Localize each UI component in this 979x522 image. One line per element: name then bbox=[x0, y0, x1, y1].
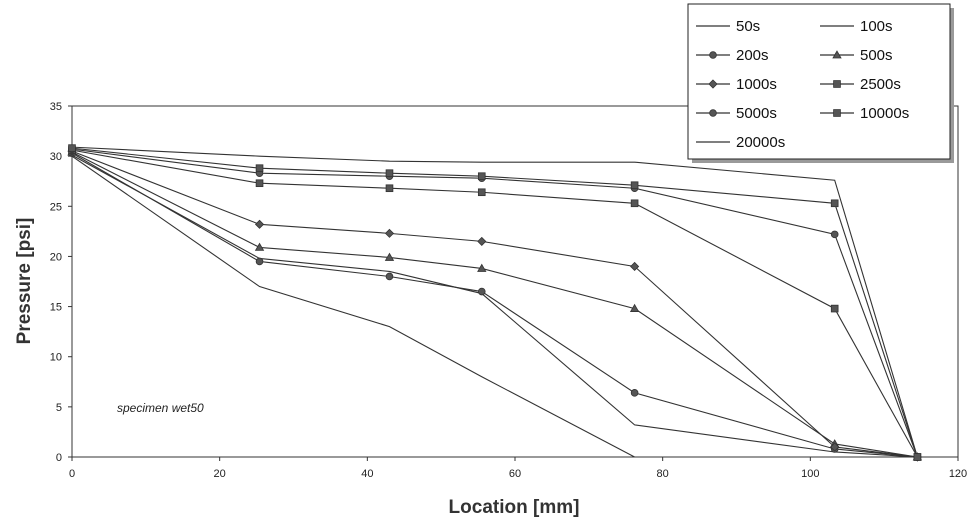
y-axis-title: Pressure [psi] bbox=[14, 218, 35, 345]
legend-label-100s: 100s bbox=[860, 18, 893, 35]
data-point-200s bbox=[385, 272, 394, 281]
y-tick-label: 15 bbox=[50, 302, 62, 314]
data-point-2500s bbox=[630, 199, 639, 208]
x-tick-label: 20 bbox=[214, 468, 226, 480]
legend-box bbox=[687, 3, 951, 160]
data-point-1000s bbox=[384, 228, 395, 238]
data-point-500s bbox=[254, 242, 265, 251]
data-point-10000s bbox=[68, 144, 76, 152]
legend-marker-5000s bbox=[709, 109, 717, 117]
legend-marker-1000s bbox=[708, 79, 718, 89]
legend-label-500s: 500s bbox=[860, 47, 893, 64]
legend-marker-500s bbox=[832, 50, 842, 59]
y-tick-label: 10 bbox=[50, 352, 62, 364]
data-point-10000s bbox=[255, 164, 264, 172]
legend-marker-2500s bbox=[833, 80, 841, 88]
data-point-10000s bbox=[385, 169, 394, 177]
legend-marker-10000s bbox=[833, 109, 841, 117]
data-point-1000s bbox=[477, 236, 487, 246]
x-tick-label: 120 bbox=[949, 468, 967, 480]
data-point-1000s bbox=[830, 442, 840, 452]
y-tick-label: 0 bbox=[56, 452, 62, 464]
y-tick-label: 35 bbox=[50, 101, 62, 113]
y-tick-label: 20 bbox=[50, 251, 62, 263]
x-tick-label: 60 bbox=[509, 468, 521, 480]
data-point-500s bbox=[384, 252, 395, 261]
data-point-2500s bbox=[255, 179, 264, 188]
data-point-10000s bbox=[630, 181, 639, 190]
data-point-200s bbox=[630, 389, 639, 397]
legend-label-20000s: 20000s bbox=[736, 134, 785, 151]
data-point-5000s bbox=[830, 230, 839, 239]
legend: 50s 100s 200s 500s 1000s 2500s 5000s 10000s 2000… bbox=[687, 3, 954, 163]
series-line-20000s bbox=[71, 146, 918, 458]
data-point-2500s bbox=[385, 184, 394, 193]
data-point-500s bbox=[477, 263, 487, 272]
data-point-10000s bbox=[477, 172, 486, 181]
data-point-1000s bbox=[254, 219, 265, 229]
y-axis-ticks: 0 5 10 15 20 25 30 35 bbox=[50, 101, 72, 464]
x-axis-title: Location [mm] bbox=[449, 497, 580, 518]
series-line-50s bbox=[71, 155, 635, 458]
x-tick-label: 80 bbox=[657, 468, 669, 480]
data-point-10000s bbox=[830, 199, 839, 208]
specimen-annotation: specimen wet50 bbox=[117, 401, 204, 415]
legend-label-50s: 50s bbox=[736, 18, 760, 35]
x-tick-label: 0 bbox=[69, 468, 75, 480]
legend-label-1000s: 1000s bbox=[736, 76, 777, 93]
y-tick-label: 30 bbox=[50, 151, 62, 163]
y-tick-label: 25 bbox=[50, 201, 62, 213]
legend-label-200s: 200s bbox=[736, 47, 769, 64]
legend-label-10000s: 10000s bbox=[860, 105, 909, 122]
data-point-200s bbox=[255, 257, 264, 266]
plot-frame bbox=[71, 105, 959, 458]
data-point-10000s bbox=[913, 453, 922, 461]
legend-label-5000s: 5000s bbox=[736, 105, 777, 122]
data-point-200s bbox=[477, 287, 486, 296]
x-axis-ticks: 0 20 40 60 80 100 120 bbox=[69, 457, 967, 480]
data-point-2500s bbox=[830, 304, 839, 313]
plot-area bbox=[71, 105, 959, 458]
series-markers bbox=[67, 144, 923, 462]
x-tick-label: 100 bbox=[801, 468, 819, 480]
legend-marker-200s bbox=[709, 51, 717, 59]
legend-label-2500s: 2500s bbox=[860, 76, 901, 93]
data-point-1000s bbox=[630, 261, 640, 272]
data-point-500s bbox=[629, 303, 640, 312]
y-tick-label: 5 bbox=[56, 402, 62, 414]
data-point-2500s bbox=[477, 188, 486, 197]
x-tick-label: 40 bbox=[361, 468, 373, 480]
